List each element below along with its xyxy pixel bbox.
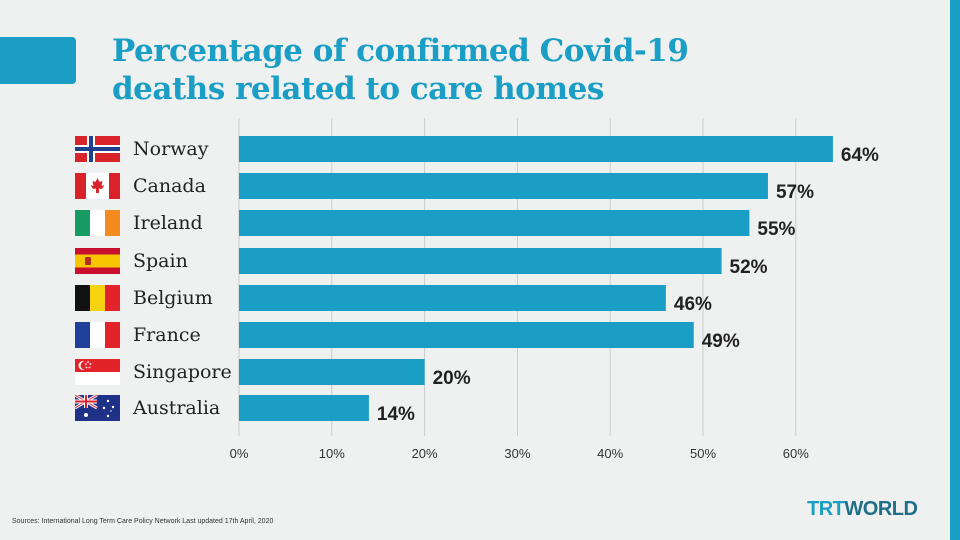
- value-label: 64%: [841, 145, 879, 166]
- x-tick-label: 0%: [230, 446, 249, 461]
- x-tick-label: 40%: [597, 446, 623, 461]
- canada-flag-icon: [75, 173, 120, 199]
- value-label: 49%: [702, 331, 740, 352]
- trt-world-logo: TRTWORLD: [807, 498, 918, 521]
- bar-france: [239, 322, 694, 348]
- bar-ireland: [239, 210, 750, 236]
- x-tick-label: 50%: [690, 446, 716, 461]
- value-label: 14%: [377, 404, 415, 425]
- logo-world: WORLD: [844, 498, 918, 520]
- category-label: Belgium: [133, 287, 213, 309]
- norway-flag-icon: [75, 136, 120, 162]
- value-label: 57%: [776, 182, 814, 203]
- category-label: Ireland: [133, 212, 203, 234]
- category-label: Norway: [133, 138, 209, 160]
- chart-title: Percentage of confirmed Covid-19 deaths …: [112, 32, 752, 108]
- ireland-flag-icon: [75, 210, 120, 236]
- bar-norway: [239, 136, 833, 162]
- chart-title-line2: deaths related to care homes: [112, 71, 604, 107]
- x-tick-label: 30%: [504, 446, 530, 461]
- spain-flag-icon: [75, 248, 120, 274]
- category-label: Spain: [133, 250, 188, 272]
- category-label: Australia: [132, 397, 220, 419]
- logo-trt: TRT: [807, 498, 845, 520]
- category-label: Canada: [133, 175, 206, 197]
- category-label: Singapore: [133, 361, 232, 383]
- bar-singapore: [239, 359, 425, 385]
- value-label: 52%: [730, 257, 768, 278]
- bar-canada: [239, 173, 768, 199]
- australia-flag-icon: [75, 395, 120, 421]
- x-tick-label: 60%: [783, 446, 809, 461]
- singapore-flag-icon: [75, 359, 120, 385]
- value-label: 46%: [674, 294, 712, 315]
- value-label: 20%: [433, 368, 471, 389]
- bar-spain: [239, 248, 722, 274]
- category-label: France: [133, 324, 201, 346]
- chart-title-line1: Percentage of confirmed Covid-19: [112, 33, 689, 69]
- right-accent-strip: [950, 0, 960, 540]
- bar-belgium: [239, 285, 666, 311]
- x-tick-label: 20%: [412, 446, 438, 461]
- belgium-flag-icon: [75, 285, 120, 311]
- source-note: Sources: International Long Term Care Po…: [12, 518, 274, 525]
- x-tick-label: 10%: [319, 446, 345, 461]
- accent-tab: [0, 37, 76, 84]
- france-flag-icon: [75, 322, 120, 348]
- bar-australia: [239, 395, 369, 421]
- value-label: 55%: [757, 219, 795, 240]
